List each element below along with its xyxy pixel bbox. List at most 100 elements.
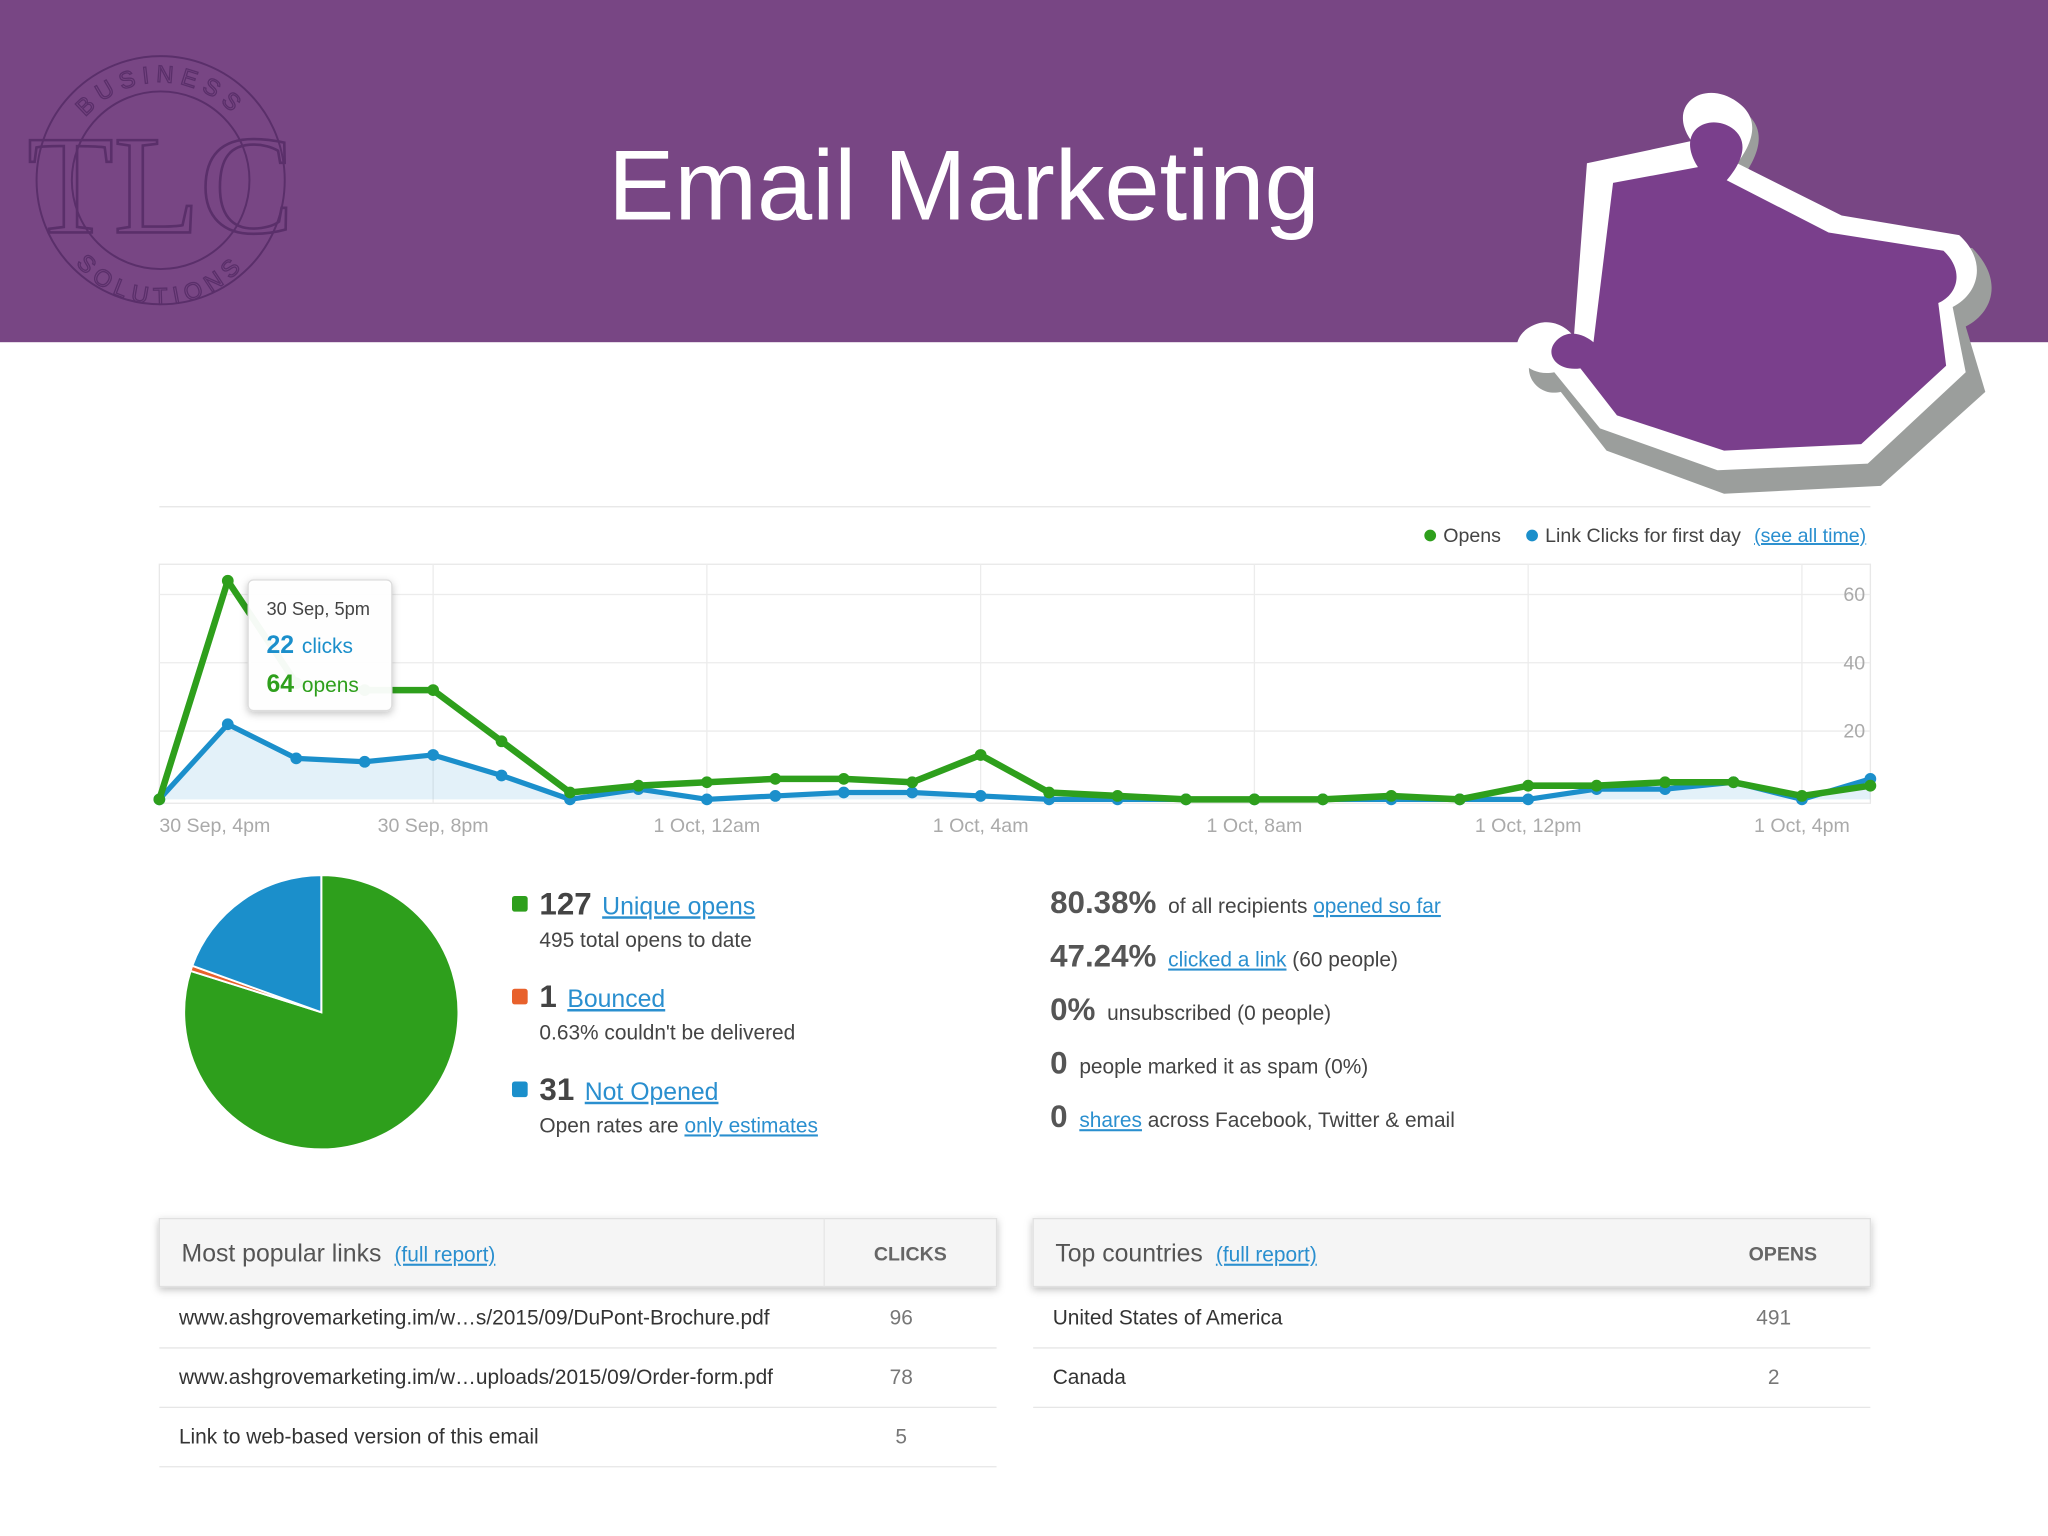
series-point[interactable] (495, 769, 508, 782)
series-point[interactable] (290, 752, 303, 765)
series-point[interactable] (700, 776, 713, 789)
legend-marker (1424, 529, 1437, 542)
logo-main: TLC (27, 106, 293, 263)
stat-value: 80.38% (1050, 885, 1156, 920)
series-point[interactable] (564, 786, 576, 799)
pie-chart: 127 Unique opens 495 total opens to date 1 B… (183, 874, 818, 1151)
series-point[interactable] (1385, 790, 1398, 802)
tooltip-title: 30 Sep, 5pm (266, 598, 370, 619)
row-value: 2 (1768, 1366, 1780, 1389)
tooltip-row: 64 opens (266, 671, 358, 698)
text-part: 495 total opens to date (539, 929, 751, 952)
series-line (157, 721, 1872, 802)
series-point[interactable] (1316, 793, 1329, 806)
text-part: Open rates are (539, 1114, 684, 1137)
series-point[interactable] (974, 749, 987, 761)
series-point[interactable] (495, 735, 508, 748)
series-point[interactable] (1043, 786, 1055, 799)
column-header: CLICKS (874, 1243, 947, 1265)
link[interactable]: clicked a link (1168, 949, 1287, 972)
series-point[interactable] (1590, 779, 1603, 792)
series-point[interactable] (1796, 790, 1808, 802)
stat-value: 0 (1050, 1099, 1067, 1134)
tables: Most popular links (full report) CLICKS www… (158, 1217, 1872, 1468)
series-point[interactable] (1180, 793, 1192, 806)
series-point[interactable] (1522, 793, 1535, 806)
series-point[interactable] (221, 718, 234, 731)
stat: 0% unsubscribed (0 people) (1050, 992, 1331, 1027)
row-label: Canada (1053, 1366, 1127, 1389)
series-point[interactable] (358, 755, 371, 768)
plot-frame (158, 563, 1872, 804)
tooltip-unit: opens (302, 674, 359, 697)
stat-value: 47.24% (1050, 939, 1156, 974)
legend-marker (1526, 529, 1538, 542)
row-value: 78 (890, 1366, 913, 1389)
series-point[interactable] (906, 776, 919, 789)
pie-label[interactable]: Unique opens (602, 893, 755, 920)
series-point[interactable] (1522, 779, 1535, 792)
pie-slice[interactable] (191, 874, 323, 1014)
tooltip-unit: clicks (302, 635, 353, 658)
link[interactable]: only estimates (684, 1114, 817, 1137)
legend-square (512, 988, 528, 1005)
report-link[interactable]: (full report) (394, 1244, 495, 1267)
pie-note: 495 total opens to date (539, 929, 751, 952)
link[interactable]: shares (1079, 1109, 1142, 1132)
series-point[interactable] (1248, 793, 1261, 806)
tooltip-value: 22 (266, 632, 294, 659)
x-tick-label: 1 Oct, 8am (1207, 815, 1303, 837)
x-tick-label: 30 Sep, 8pm (378, 815, 489, 837)
legend-square (512, 1081, 528, 1098)
series-point[interactable] (153, 793, 166, 806)
stat: 0 people marked it as spam (0%) (1050, 1046, 1368, 1081)
series-point[interactable] (1727, 776, 1740, 789)
pie-legend: 31 Not Opened (539, 1072, 718, 1107)
legend-label: Opens (1443, 525, 1501, 547)
row-value: 96 (890, 1306, 913, 1329)
series-point[interactable] (427, 749, 439, 761)
series-point[interactable] (700, 793, 713, 806)
stat: 80.38% of all recipients opened so far (1050, 885, 1441, 920)
text-part: 0.63% couldn't be delivered (539, 1022, 795, 1045)
series-point[interactable] (974, 790, 987, 802)
series-point[interactable] (1864, 779, 1877, 792)
pie-note: 0.63% couldn't be delivered (539, 1022, 795, 1045)
series-point[interactable] (837, 786, 850, 799)
title-text: Most popular links (182, 1241, 382, 1268)
row-label: www.ashgrovemarketing.im/w…s/2015/09/DuP… (178, 1306, 770, 1329)
stat-value: 0% (1050, 992, 1095, 1027)
series-point[interactable] (632, 779, 645, 792)
series-point[interactable] (769, 772, 782, 785)
series-point[interactable] (1659, 776, 1671, 789)
series-point[interactable] (221, 574, 234, 587)
series-line (156, 577, 1871, 803)
puzzle-piece (1516, 92, 1992, 494)
text-part: across Facebook, Twitter & email (1142, 1109, 1455, 1132)
row-label: www.ashgrovemarketing.im/w…uploads/2015/… (178, 1366, 773, 1389)
stat-text: of all recipients opened so far (1168, 895, 1441, 918)
series-point[interactable] (1111, 790, 1124, 802)
pie-value: 31 (539, 1072, 574, 1107)
x-tick-label: 1 Oct, 4am (933, 815, 1029, 837)
stat-text: shares across Facebook, Twitter & email (1079, 1109, 1455, 1132)
pie-label[interactable]: Bounced (567, 986, 665, 1013)
slide-title: Email Marketing (608, 130, 1320, 241)
stat: 0 shares across Facebook, Twitter & email (1050, 1099, 1455, 1134)
series-point[interactable] (769, 790, 782, 802)
series-point[interactable] (837, 772, 850, 785)
stats: 80.38% of all recipients opened so far 47.… (1050, 885, 1455, 1134)
report-link[interactable]: (full report) (1216, 1244, 1317, 1267)
series-point[interactable] (1453, 793, 1466, 806)
link[interactable]: opened so far (1313, 895, 1441, 918)
row-label: United States of America (1053, 1306, 1283, 1329)
legend-link[interactable]: (see all time) (1754, 525, 1866, 547)
clicks-area (159, 724, 1871, 800)
series-point[interactable] (427, 684, 439, 696)
series-point[interactable] (906, 786, 919, 799)
pie-label[interactable]: Not Opened (585, 1079, 719, 1106)
row-value: 5 (895, 1425, 907, 1448)
y-tick-label: 60 (1843, 584, 1865, 606)
legend-label: Link Clicks for first day (1545, 525, 1741, 547)
